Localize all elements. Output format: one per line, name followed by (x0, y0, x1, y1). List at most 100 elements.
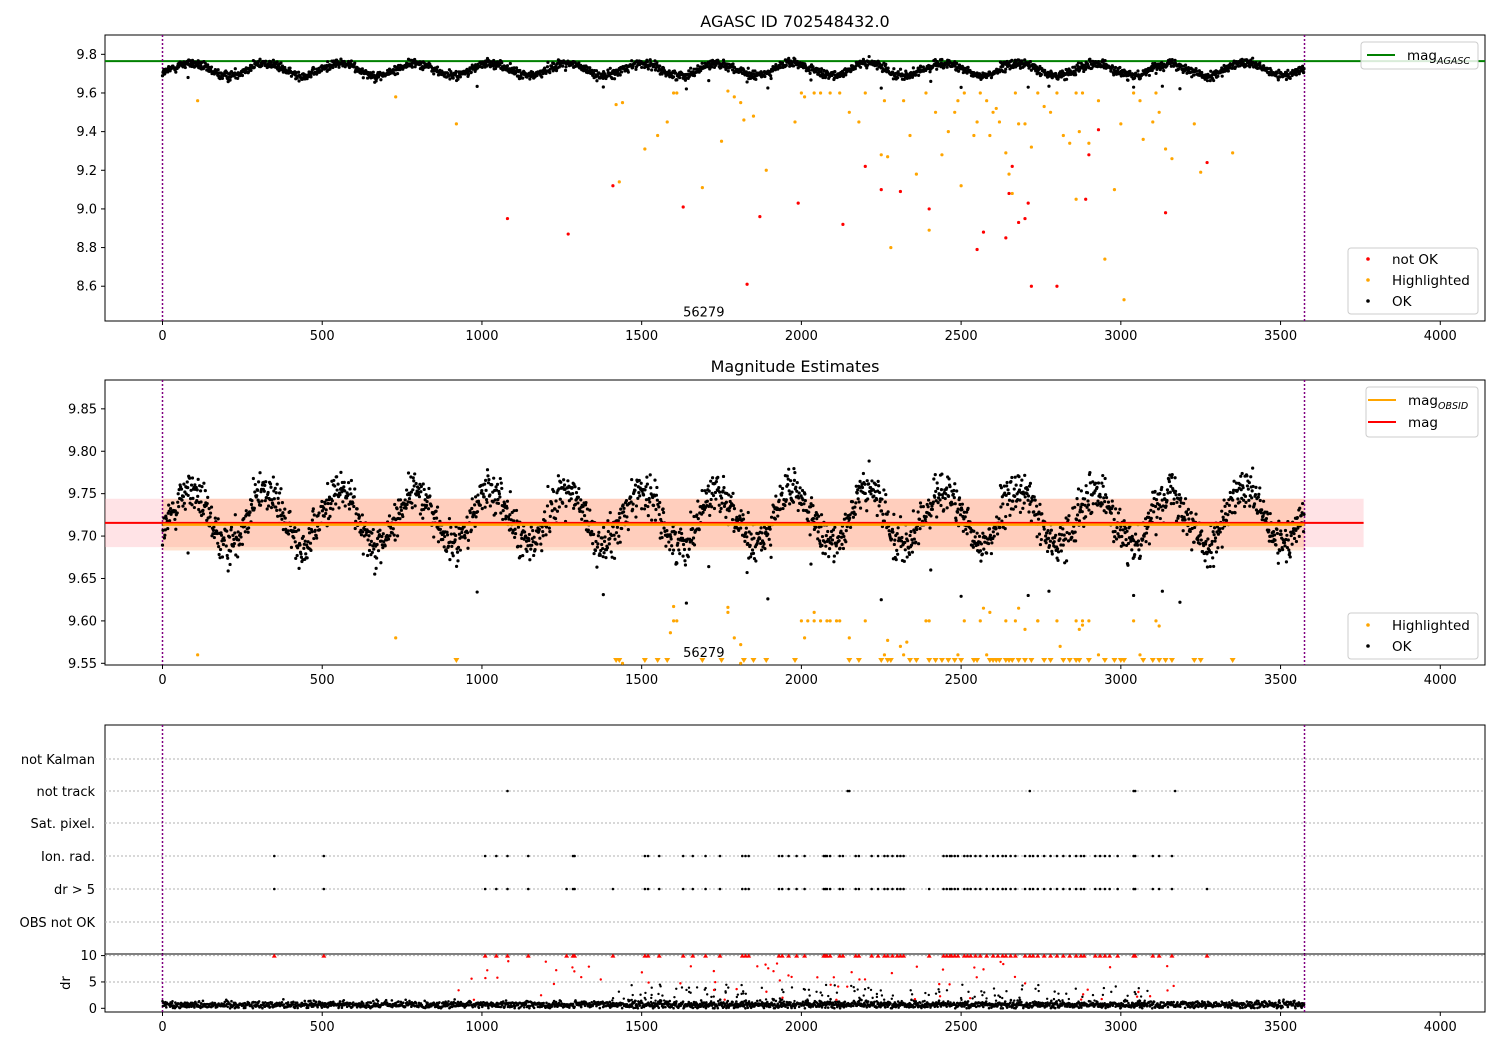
ok-point (277, 501, 281, 505)
highlighted-point (924, 91, 928, 95)
ok-point (803, 492, 807, 496)
highlighted-point (1074, 91, 1078, 95)
ok-point (618, 540, 622, 544)
ok-point (896, 526, 900, 530)
ok-point (1106, 500, 1111, 504)
highlighted-point (933, 110, 938, 114)
ok-point (421, 482, 425, 486)
legend-label: not OK (1392, 252, 1439, 268)
ok-point (1170, 58, 1174, 62)
ok-point (492, 476, 496, 480)
ok-point (1047, 589, 1051, 593)
ok-point (499, 481, 503, 485)
ok-point (977, 534, 982, 538)
ok-point (465, 515, 469, 519)
ok-point (466, 546, 470, 550)
ok-point (1295, 516, 1299, 520)
highlighted-point (994, 106, 998, 111)
highlighted-point (196, 99, 200, 103)
ok-point (494, 485, 498, 489)
highlighted-point (857, 120, 861, 124)
ok-point (865, 66, 869, 70)
ok-point (1240, 57, 1244, 61)
highlighted-point (1017, 122, 1021, 126)
ok-point (303, 539, 307, 543)
ok-point (704, 491, 708, 495)
ok-point (566, 479, 570, 483)
ok-point (273, 486, 277, 490)
ok-point (516, 74, 520, 78)
ok-point (1074, 73, 1078, 77)
ok-point (375, 542, 379, 547)
ok-point (889, 537, 894, 541)
ok-point (601, 555, 605, 559)
ok-point (327, 497, 331, 502)
ok-point (482, 495, 486, 499)
ok-point (1210, 542, 1214, 546)
ok-point (465, 531, 470, 535)
y-tick-label: 8.8 (76, 241, 97, 256)
ok-point (1160, 84, 1164, 88)
ok-point (1027, 484, 1032, 488)
ok-point (548, 530, 552, 534)
ok-point (640, 507, 644, 511)
ok-point (331, 65, 335, 70)
ok-point (858, 506, 863, 510)
ok-point (867, 54, 871, 59)
ok-point (1103, 500, 1107, 504)
ok-point (404, 506, 408, 510)
ok-point (427, 486, 431, 491)
ok-point (409, 58, 413, 62)
ok-point (940, 472, 944, 476)
ok-point (883, 500, 887, 504)
ok-point (219, 533, 224, 537)
ok-point (413, 65, 417, 69)
ok-point (706, 484, 710, 488)
ok-point (1029, 68, 1033, 72)
ok-point (1026, 593, 1030, 598)
ok-point (823, 552, 827, 556)
ok-point (937, 493, 942, 497)
ok-point (516, 525, 521, 529)
ok-point (798, 486, 802, 490)
ok-point (546, 60, 550, 64)
ok-point (366, 538, 370, 542)
highlighted-point (1061, 133, 1065, 138)
ok-point (1220, 74, 1224, 78)
ok-point (753, 69, 757, 73)
ok-point (1114, 507, 1118, 511)
ok-point (953, 502, 957, 506)
ok-point (1055, 547, 1060, 551)
ok-point (1023, 58, 1027, 62)
ok-point (1288, 551, 1292, 555)
ok-point (425, 499, 429, 504)
ok-point (505, 64, 510, 68)
ok-point (322, 506, 326, 510)
ok-point (714, 497, 718, 501)
ok-point (550, 502, 554, 506)
ok-point (732, 507, 737, 511)
ok-point (217, 552, 221, 557)
ok-point (532, 553, 536, 558)
ok-point (886, 510, 890, 514)
ok-point (645, 60, 649, 64)
ok-point (196, 494, 200, 498)
ok-point (1023, 495, 1027, 499)
ok-point (445, 530, 449, 534)
ok-point (858, 65, 863, 69)
ok-point (743, 539, 747, 543)
highlighted-point (617, 180, 621, 184)
ok-point (1138, 76, 1142, 80)
ok-point (1273, 538, 1277, 542)
ok-point (1007, 63, 1012, 68)
ok-point (298, 543, 302, 547)
ok-point (1252, 502, 1257, 506)
ok-point (253, 482, 257, 487)
ok-point (312, 536, 316, 541)
ok-point (630, 477, 634, 482)
top-axes-frame (104, 34, 1486, 322)
ok-point (220, 76, 225, 81)
ok-point (637, 478, 641, 483)
ok-point (162, 536, 167, 540)
ok-point (597, 530, 601, 534)
